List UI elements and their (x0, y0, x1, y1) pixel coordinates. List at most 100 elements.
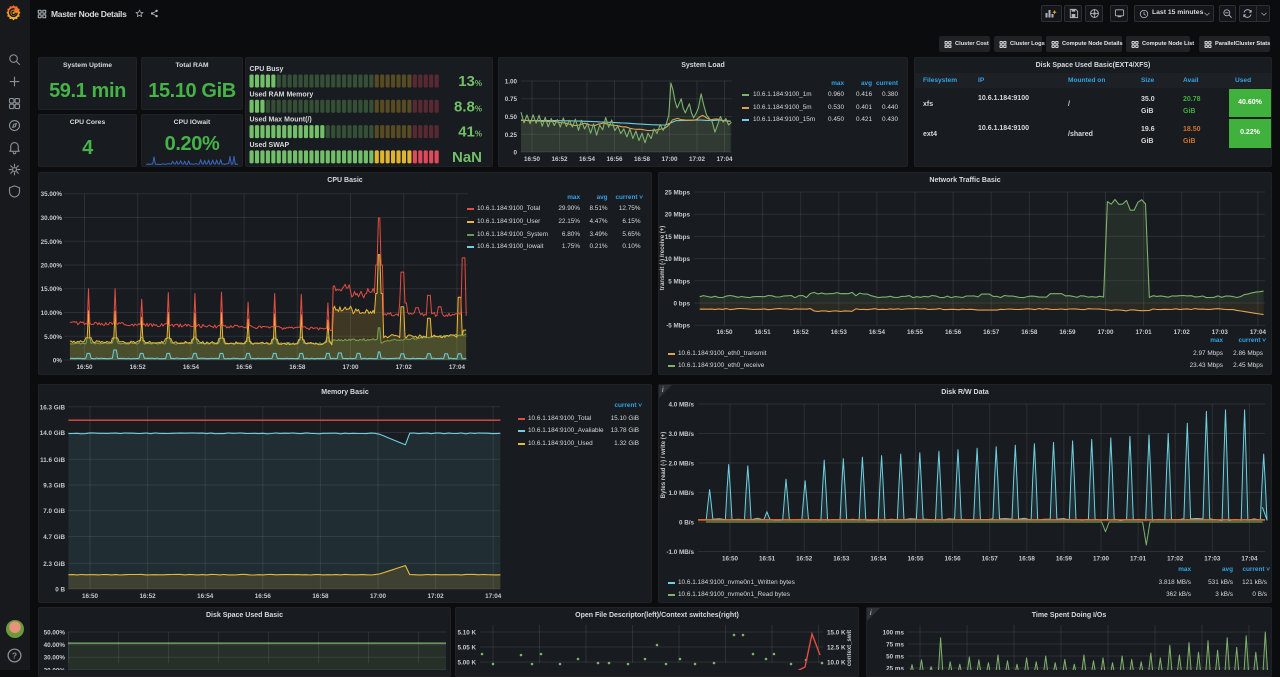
svg-text:16:54: 16:54 (197, 593, 214, 600)
svg-text:16:59: 16:59 (1059, 329, 1076, 336)
svg-text:2.3 GiB: 2.3 GiB (43, 561, 65, 568)
svg-text:5.00 K: 5.00 K (457, 660, 476, 667)
svg-text:5 Mbps: 5 Mbps (668, 278, 690, 285)
svg-text:16:59: 16:59 (1056, 556, 1073, 563)
svg-text:12.5 K: 12.5 K (827, 645, 846, 652)
svg-text:16:58: 16:58 (1021, 329, 1038, 336)
svg-text:10 Mbps: 10 Mbps (665, 256, 691, 263)
svg-text:17:04: 17:04 (485, 593, 502, 600)
svg-text:17:01: 17:01 (1130, 556, 1147, 563)
svg-text:17:01: 17:01 (1136, 329, 1153, 336)
svg-text:16:52: 16:52 (130, 364, 147, 371)
svg-text:transmit (-) /receive (+): transmit (-) /receive (+) (660, 226, 666, 291)
svg-text:4.7 GiB: 4.7 GiB (43, 534, 65, 541)
svg-text:17:04: 17:04 (1250, 329, 1267, 336)
svg-text:Used RAM Memory: Used RAM Memory (250, 91, 314, 98)
svg-text:5.10 K: 5.10 K (457, 630, 476, 637)
svg-text:17:03: 17:03 (1212, 329, 1229, 336)
svg-text:CPU Busy: CPU Busy (250, 66, 284, 73)
svg-text:16:56: 16:56 (255, 593, 272, 600)
svg-text:16:58: 16:58 (634, 156, 651, 163)
svg-text:16:56: 16:56 (236, 364, 253, 371)
svg-text:25 ms: 25 ms (886, 666, 904, 671)
svg-text:4.0 MB/s: 4.0 MB/s (668, 402, 694, 409)
svg-text:17:00: 17:00 (661, 156, 678, 163)
svg-text:50.00%: 50.00% (44, 630, 66, 637)
svg-text:-5 Mbps: -5 Mbps (666, 323, 690, 330)
svg-text:15 Mbps: 15 Mbps (665, 234, 691, 241)
svg-text:16:56: 16:56 (945, 329, 962, 336)
svg-text:0.50: 0.50 (505, 114, 518, 121)
svg-text:30.00%: 30.00% (44, 655, 66, 662)
svg-text:context_swit: context_swit (847, 630, 853, 666)
svg-text:16:54: 16:54 (183, 364, 200, 371)
svg-text:17:02: 17:02 (1174, 329, 1191, 336)
svg-text:?: ? (12, 651, 17, 661)
svg-text:Used Max Mount(/): Used Max Mount(/) (250, 117, 312, 124)
svg-text:1.0 MB/s: 1.0 MB/s (668, 490, 694, 497)
svg-text:i: i (870, 610, 873, 617)
svg-text:11.6 GiB: 11.6 GiB (40, 457, 65, 464)
svg-text:16:57: 16:57 (982, 556, 999, 563)
svg-text:16:55: 16:55 (907, 556, 924, 563)
svg-text:5.00%: 5.00% (44, 334, 62, 341)
svg-text:16:50: 16:50 (716, 329, 733, 336)
svg-text:16:56: 16:56 (945, 556, 962, 563)
svg-text:16:58: 16:58 (1019, 556, 1036, 563)
svg-text:Bytes read (-) / write (+): Bytes read (-) / write (+) (661, 432, 667, 499)
svg-text:8.8%: 8.8% (454, 98, 482, 115)
svg-text:30.00%: 30.00% (41, 215, 63, 222)
svg-text:16:50: 16:50 (524, 156, 541, 163)
svg-text:20 Mbps: 20 Mbps (665, 212, 691, 219)
svg-text:16:53: 16:53 (833, 556, 850, 563)
svg-text:10.00%: 10.00% (41, 310, 63, 317)
svg-text:Used SWAP: Used SWAP (250, 142, 290, 149)
svg-text:16:52: 16:52 (796, 556, 813, 563)
svg-text:0 B/s: 0 B/s (679, 520, 695, 527)
svg-text:15.0 K: 15.0 K (827, 630, 846, 637)
svg-text:20.00%: 20.00% (41, 263, 63, 270)
svg-text:75 ms: 75 ms (886, 642, 904, 649)
svg-text:16.3 GiB: 16.3 GiB (40, 404, 66, 411)
svg-text:17:02: 17:02 (1167, 556, 1184, 563)
svg-text:16:56: 16:56 (606, 156, 623, 163)
svg-text:0 bps: 0 bps (674, 301, 691, 308)
svg-text:17:02: 17:02 (428, 593, 445, 600)
svg-text:40.00%: 40.00% (44, 642, 66, 649)
svg-text:i: i (662, 387, 665, 394)
svg-text:16:54: 16:54 (869, 329, 886, 336)
svg-text:16:54: 16:54 (870, 556, 887, 563)
svg-text:17:00: 17:00 (370, 593, 387, 600)
svg-text:-1.0 MB/s: -1.0 MB/s (666, 549, 694, 556)
svg-text:35.00%: 35.00% (41, 191, 63, 198)
svg-text:16:54: 16:54 (579, 156, 596, 163)
svg-text:100 ms: 100 ms (883, 630, 905, 637)
svg-text:25.00%: 25.00% (41, 239, 63, 246)
svg-text:0 B: 0 B (55, 587, 65, 594)
svg-text:16:57: 16:57 (983, 329, 1000, 336)
svg-text:41%: 41% (458, 124, 482, 141)
svg-text:17:04: 17:04 (449, 364, 466, 371)
svg-text:16:50: 16:50 (76, 364, 93, 371)
svg-text:1.00: 1.00 (505, 79, 518, 86)
svg-text:20.00%: 20.00% (44, 667, 66, 670)
svg-text:16:52: 16:52 (140, 593, 157, 600)
svg-text:16:51: 16:51 (755, 329, 772, 336)
svg-text:13%: 13% (458, 73, 482, 90)
svg-text:16:50: 16:50 (82, 593, 99, 600)
svg-text:16:50: 16:50 (722, 556, 739, 563)
svg-text:17:02: 17:02 (689, 156, 706, 163)
svg-text:3.0 MB/s: 3.0 MB/s (668, 431, 694, 438)
svg-text:7.0 GiB: 7.0 GiB (43, 508, 65, 515)
svg-text:2.0 MB/s: 2.0 MB/s (668, 461, 694, 468)
svg-text:15.00%: 15.00% (41, 286, 63, 293)
svg-text:10.0 K: 10.0 K (827, 660, 846, 667)
svg-text:5.05 K: 5.05 K (457, 645, 476, 652)
svg-text:16:53: 16:53 (831, 329, 848, 336)
svg-text:16:58: 16:58 (312, 593, 329, 600)
svg-text:9.3 GiB: 9.3 GiB (43, 483, 65, 490)
svg-text:17:00: 17:00 (1093, 556, 1110, 563)
svg-text:16:55: 16:55 (907, 329, 924, 336)
svg-text:17:00: 17:00 (1097, 329, 1114, 336)
svg-text:16:58: 16:58 (289, 364, 306, 371)
